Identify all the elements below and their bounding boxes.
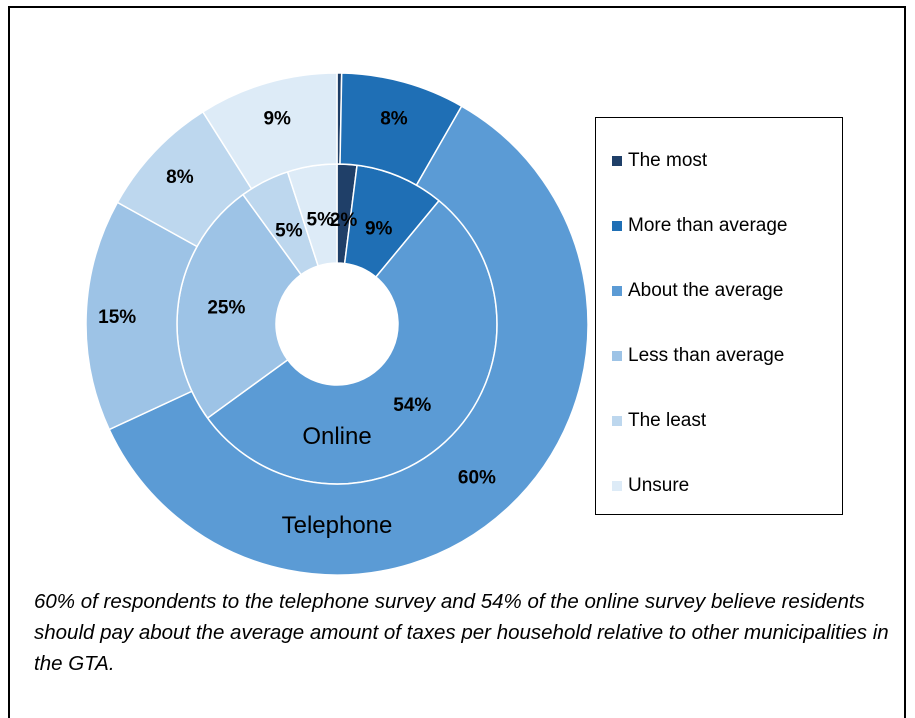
ring-label-online: Online	[302, 423, 371, 450]
telephone-data-label-less-than-average: 15%	[98, 307, 136, 328]
online-data-label-more-than-average: 9%	[365, 219, 393, 240]
telephone-slice-about-the-average	[108, 105, 589, 576]
telephone-data-label-the-least: 8%	[166, 167, 194, 188]
online-data-label-less-than-average: 25%	[207, 297, 245, 318]
legend-item-more-than-average: More than average	[612, 215, 788, 237]
telephone-slice-unsure	[201, 72, 338, 190]
online-data-label-the-least: 5%	[275, 221, 303, 242]
legend-swatch	[612, 156, 622, 166]
legend-swatch	[612, 221, 622, 231]
telephone-data-label-about-the-average: 60%	[458, 468, 496, 489]
legend-item-the-least: The least	[612, 410, 706, 432]
chart-caption: 60% of respondents to the telephone surv…	[34, 590, 889, 675]
legend-swatch	[612, 416, 622, 426]
online-data-label-the-most: 2%	[330, 210, 358, 231]
legend-swatch	[612, 481, 622, 491]
online-data-label-about-the-average: 54%	[393, 395, 431, 416]
legend-label: Unsure	[628, 475, 690, 496]
legend-item-unsure: Unsure	[612, 475, 689, 497]
legend-label: Less than average	[628, 345, 785, 366]
legend-item-the-most: The most	[612, 150, 707, 172]
legend-swatch	[612, 286, 622, 296]
legend-label: The least	[628, 410, 707, 431]
legend-label: The most	[628, 150, 708, 171]
chart-frame	[8, 6, 906, 718]
online-data-label-unsure: 5%	[307, 209, 335, 230]
legend-swatch	[612, 351, 622, 361]
ring-label-telephone: Telephone	[282, 512, 393, 539]
legend-label: More than average	[628, 215, 788, 236]
legend-item-about-the-average: About the average	[612, 280, 783, 302]
telephone-data-label-more-than-average: 8%	[380, 109, 408, 130]
telephone-data-label-unsure: 9%	[263, 108, 291, 129]
legend: The most More than average About the ave…	[595, 117, 843, 515]
legend-item-less-than-average: Less than average	[612, 345, 784, 367]
legend-label: About the average	[628, 280, 784, 301]
